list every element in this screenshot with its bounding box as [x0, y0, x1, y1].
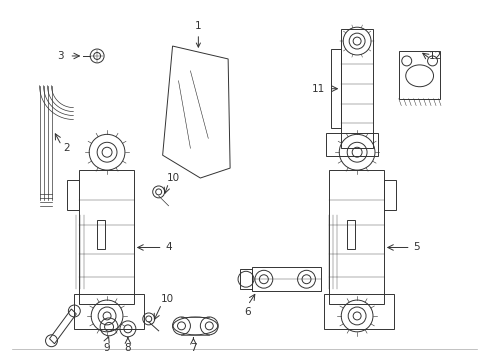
Text: 2: 2 — [63, 143, 70, 153]
Text: 4: 4 — [165, 243, 172, 252]
Text: 3: 3 — [57, 51, 63, 61]
Text: 8: 8 — [124, 343, 131, 353]
Text: 9: 9 — [103, 343, 110, 353]
Text: 11: 11 — [311, 84, 325, 94]
Text: 1: 1 — [195, 21, 201, 47]
Text: 6: 6 — [244, 307, 251, 317]
Text: 10: 10 — [166, 173, 180, 183]
Text: 12: 12 — [427, 51, 441, 61]
Text: 5: 5 — [413, 243, 420, 252]
Text: 10: 10 — [161, 294, 173, 304]
Text: 7: 7 — [190, 343, 196, 353]
